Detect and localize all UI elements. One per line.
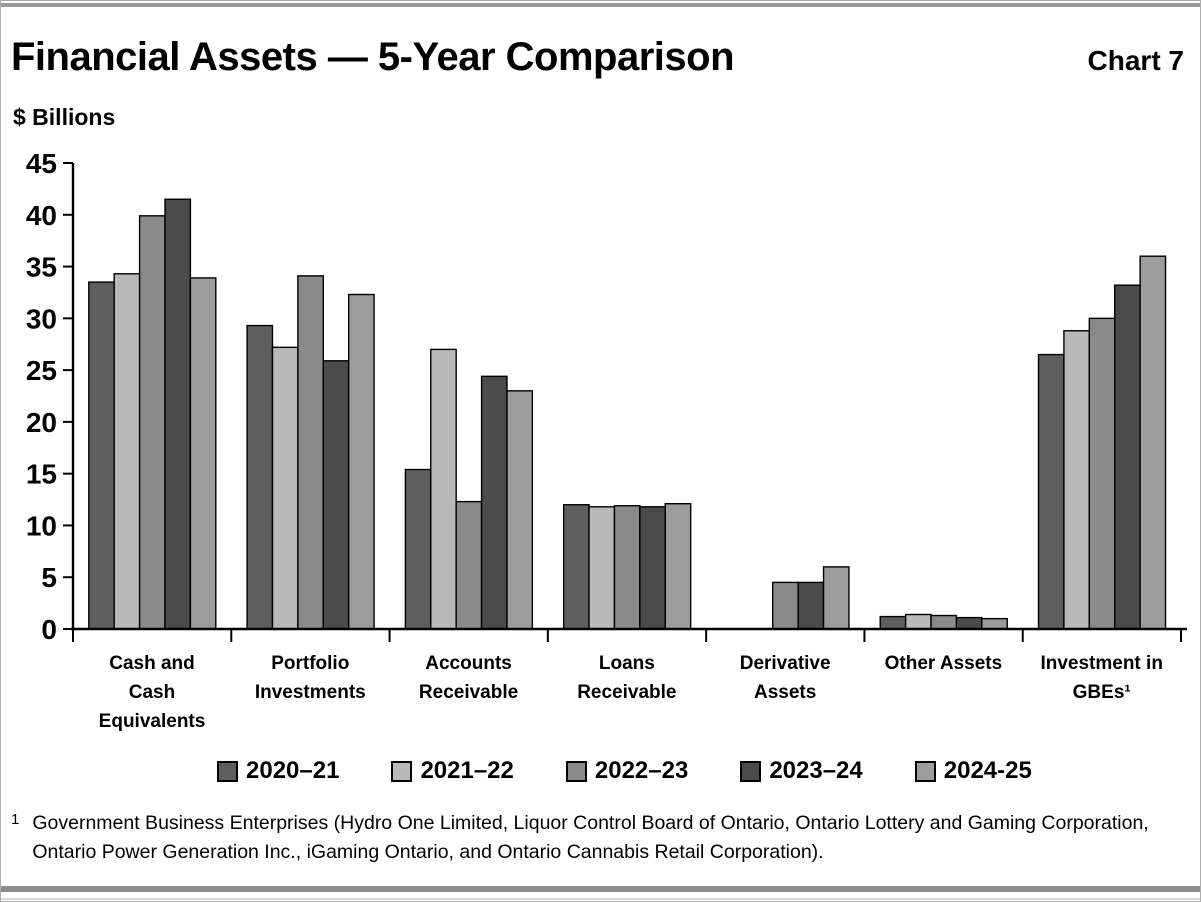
x-axis-category-labels: Cash and Cash Equivalents Portfolio Inve… [1, 649, 1200, 749]
legend-label-2021-22: 2021–22 [420, 757, 514, 784]
bar-loans-receivable-2020–21 [562, 504, 590, 630]
bar-portfolio-investments-2023–24 [322, 360, 350, 630]
chart-number-label: Chart 7 [1087, 45, 1184, 76]
bar-investment-in-gbes--2020–21 [1037, 353, 1065, 630]
footnote-text: Government Business Enterprises (Hydro O… [32, 812, 1149, 863]
y-axis-tick-label-15: 15 [26, 459, 57, 490]
bar-investment-in-gbes--2022–23 [1088, 317, 1116, 630]
bar-accounts-receivable-2024-25 [506, 390, 534, 630]
bar-other-assets-2020–21 [879, 615, 907, 630]
bar-cash-and-cash-equivalents-2023–24 [164, 198, 192, 630]
y-axis-tick-label-30: 30 [26, 303, 57, 334]
bar-other-assets-2023–24 [955, 616, 983, 630]
legend-item-2020-21: 2020–21 [217, 757, 339, 785]
bottom-edge-line [1, 898, 1200, 900]
bar-chart-plot-area: 0 5 10 15 20 25 30 35 40 45 [26, 148, 1187, 645]
category-label-cash: Cash and Cash Equivalents [98, 653, 206, 732]
bar-portfolio-investments-2020–21 [246, 324, 274, 630]
bar-loans-receivable-2024-25 [664, 502, 692, 630]
bar-accounts-receivable-2022–23 [455, 500, 483, 630]
bar-portfolio-investments-2022–23 [297, 275, 324, 630]
bar-cash-and-cash-equivalents-2022–23 [138, 215, 166, 630]
bar-investment-in-gbes--2024-25 [1139, 255, 1167, 630]
y-axis-tick-label-20: 20 [26, 407, 57, 438]
footnote-marker: 1 [11, 811, 20, 828]
bar-accounts-receivable-2021–22 [430, 348, 457, 630]
bar-other-assets-2021–22 [904, 613, 932, 630]
legend-item-2022-23: 2022–23 [565, 757, 689, 785]
legend-label-2023-24: 2023–24 [769, 757, 863, 784]
y-axis-tick-label-45: 45 [26, 148, 57, 179]
legend-label-2024-25: 2024-25 [943, 757, 1032, 784]
bar-investment-in-gbes--2021–22 [1063, 330, 1091, 630]
chart-header: Financial Assets — 5-Year Comparison Cha… [11, 35, 1184, 80]
bar-cash-and-cash-equivalents-2020–21 [88, 281, 115, 630]
bar-loans-receivable-2021–22 [588, 506, 616, 630]
bar-derivative-assets-2023–24 [797, 581, 825, 630]
bar-portfolio-investments-2024-25 [347, 293, 375, 630]
bar-derivative-assets-2024-25 [822, 566, 850, 630]
bar-other-assets-2024-25 [981, 617, 1008, 630]
y-axis-tick-label-40: 40 [26, 200, 57, 231]
chart-legend: 2020–21 2021–22 2022–23 2023–24 2024-25 [217, 757, 1032, 785]
bar-accounts-receivable-2023–24 [480, 375, 508, 630]
y-axis-tick-label-35: 35 [26, 252, 57, 283]
bar-cash-and-cash-equivalents-2024-25 [189, 277, 217, 630]
y-axis-tick-label-10: 10 [26, 510, 57, 541]
bar-cash-and-cash-equivalents-2021–22 [113, 273, 141, 630]
category-label-loans-receivable: Loans Receivable [577, 653, 677, 703]
legend-swatch-2023-24 [740, 760, 762, 782]
bar-accounts-receivable-2020–21 [404, 468, 432, 630]
category-label-other-assets: Other Assets [884, 653, 1003, 674]
top-divider [1, 3, 1200, 7]
legend-label-2022-23: 2022–23 [594, 757, 689, 784]
y-axis-unit-label: $ Billions [13, 104, 116, 130]
footnote: 1 Government Business Enterprises (Hydro… [11, 809, 1149, 867]
y-axis-tick-label-0: 0 [41, 614, 57, 645]
legend-swatch-2021-22 [391, 760, 413, 782]
legend-swatch-2020-21 [217, 760, 238, 782]
category-label-derivative-assets: Derivative Assets [739, 653, 831, 703]
y-axis-tick-label-25: 25 [26, 355, 57, 386]
category-label-accounts-receivable: Accounts Receivable [418, 653, 519, 703]
bar-other-assets-2022–23 [930, 614, 958, 630]
bar-loans-receivable-2023–24 [639, 506, 666, 630]
legend-item-2023-24: 2023–24 [740, 757, 863, 785]
category-label-investment-gbes: Investment in GBEs¹ [1040, 653, 1163, 703]
legend-swatch-2024-25 [914, 760, 936, 782]
category-label-portfolio: Portfolio Investments [254, 653, 366, 703]
bar-derivative-assets-2022–23 [772, 581, 799, 630]
page-title: Financial Assets — 5-Year Comparison [11, 35, 735, 79]
legend-item-2024-25: 2024-25 [914, 757, 1032, 785]
bottom-divider [1, 886, 1200, 892]
y-axis-tick-label-5: 5 [41, 562, 57, 593]
bar-loans-receivable-2022–23 [613, 505, 641, 630]
bar-portfolio-investments-2021–22 [271, 346, 299, 630]
legend-swatch-2022-23 [565, 760, 587, 782]
legend-item-2021-22: 2021–22 [391, 757, 514, 785]
legend-label-2020-21: 2020–21 [246, 757, 340, 784]
bar-investment-in-gbes--2023–24 [1114, 284, 1141, 630]
